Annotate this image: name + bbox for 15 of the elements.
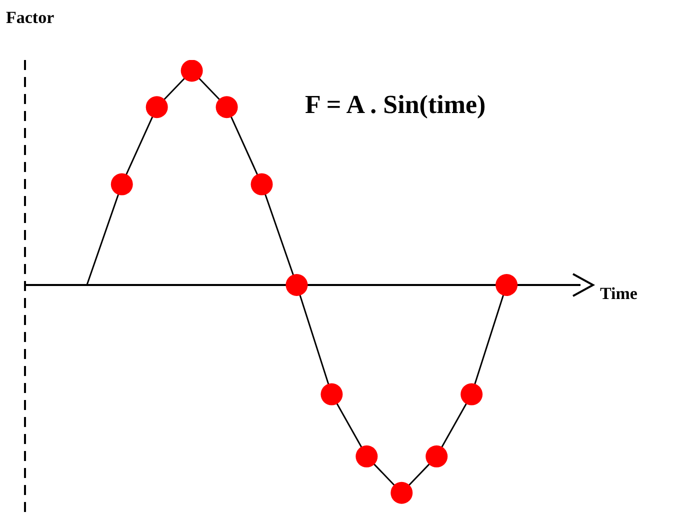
y-axis-title: Factor (6, 8, 54, 28)
point (286, 274, 308, 296)
point (180, 60, 203, 82)
point (356, 445, 378, 468)
point (320, 383, 343, 406)
point (250, 173, 273, 196)
point (390, 482, 413, 504)
point (146, 96, 168, 118)
point (216, 96, 238, 118)
point (110, 173, 133, 196)
point (496, 274, 518, 296)
x-axis-title: Time (600, 284, 638, 304)
point (460, 383, 483, 406)
annotation: F = A . Sin(time) (305, 90, 486, 120)
point (426, 445, 448, 468)
